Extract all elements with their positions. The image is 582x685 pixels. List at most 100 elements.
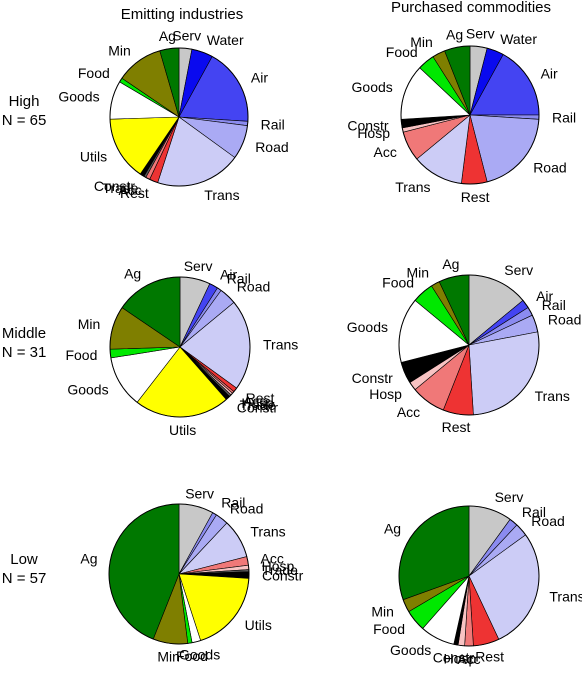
slice-label-acc: Acc: [243, 393, 266, 409]
slice-label-water: Water: [500, 31, 537, 47]
slice-label-rail: Rail: [227, 270, 251, 286]
slice-label-ag: Ag: [159, 28, 176, 44]
slice-label-utils: Utils: [169, 422, 196, 438]
slice-label-food: Food: [373, 621, 405, 637]
slice-label-rail: Rail: [522, 504, 546, 520]
row-n-high: N = 65: [2, 112, 47, 129]
slice-label-serv: Serv: [466, 26, 495, 42]
slice-label-hosp: Hosp: [241, 395, 274, 411]
pie-outline: [398, 505, 540, 647]
row-n-middle: N = 31: [2, 344, 47, 361]
slice-label-ag: Ag: [124, 266, 141, 282]
slice-label-min: Min: [108, 43, 131, 59]
slice-label-rest: Rest: [475, 648, 504, 664]
slice-label-hosp: Hosp: [444, 651, 477, 667]
slice-label-rest: Rest: [246, 390, 275, 406]
slice-label-acc: Acc: [397, 404, 420, 420]
slice-label-road: Road: [533, 159, 566, 175]
slice-label-road: Road: [548, 311, 581, 327]
slice-label-utils: Utils: [80, 149, 107, 165]
row-label-middle: Middle: [2, 325, 46, 342]
slice-label-trans: Trans: [549, 589, 582, 605]
slice-label-min: Min: [406, 264, 429, 280]
slice-label-acc: Acc: [118, 182, 141, 198]
slice-label-acc: Acc: [261, 550, 284, 566]
slice-label-food: Food: [65, 347, 97, 363]
slice-label-acc: Acc: [374, 144, 397, 160]
slice-label-ag: Ag: [446, 27, 463, 43]
slice-label-goods: Goods: [390, 642, 431, 658]
slice-label-min: Min: [157, 648, 180, 664]
slice-label-road: Road: [237, 279, 270, 295]
slice-label-ag: Ag: [80, 550, 97, 566]
slice-label-goods: Goods: [58, 89, 99, 105]
slice-label-road: Road: [230, 500, 263, 516]
slice-label-trans: Trans: [204, 187, 239, 203]
slice-label-trans: Trans: [263, 336, 298, 352]
slice-label-food: Food: [386, 44, 418, 60]
slice-label-air: Air: [541, 65, 558, 81]
slice-label-trade: Trade: [102, 180, 138, 196]
slice-label-food: Food: [176, 648, 208, 664]
pie-high-emitting: Serv Water Air Rail Road Trans RestAccTradeCon…: [58, 27, 288, 203]
pies-group: Serv WaterAirRailRoadTransRestAccTradeCon…: [58, 26, 582, 667]
slice-label-trans: Trans: [250, 524, 285, 540]
slice-label-acc: Acc: [457, 651, 480, 667]
row-label-high: High: [9, 93, 40, 110]
slice-label-air: Air: [220, 266, 237, 282]
slice-label-air: Air: [536, 288, 553, 304]
slice-label-rail: Rail: [552, 110, 576, 126]
slice-label-serv: Serv: [185, 486, 214, 502]
slice-label-rest: Rest: [120, 185, 149, 201]
slice-label-rail: Rail: [261, 117, 285, 133]
slice-label-constr: Constr: [433, 650, 475, 666]
column-title-emitting: Emitting industries: [121, 6, 244, 23]
slice-label-serv: Serv: [504, 262, 533, 278]
pie-outline: [400, 45, 540, 185]
slice-label-goods: Goods: [179, 646, 220, 662]
slice-label-food: Food: [382, 275, 414, 291]
pie-outline: [109, 47, 249, 187]
slice-label-hosp: Hosp: [369, 386, 402, 402]
slice-label-constr: Constr: [352, 370, 394, 386]
column-title-purchased: Purchased commodities: [391, 0, 551, 16]
slice-label-trans: Trans: [535, 388, 570, 404]
slice-label-trade: Trade: [240, 397, 276, 413]
slice-label-ag: Ag: [384, 520, 401, 536]
row-label-low: Low: [10, 551, 38, 568]
slice-trans: [468, 331, 540, 416]
slice-label-ag: Ag: [442, 256, 459, 272]
slice-label-rest: Rest: [461, 189, 490, 205]
slice-label-goods: Goods: [67, 381, 108, 397]
slice-label-road: Road: [255, 139, 288, 155]
slice-label-trans: Trans: [395, 179, 430, 195]
pie-outline: [109, 276, 251, 418]
slice-label-goods: Goods: [347, 319, 388, 335]
slice-label-serv: Serv: [495, 489, 524, 505]
slice-label-trade: Trade: [262, 562, 298, 578]
slice-label-hosp: Hosp: [262, 558, 295, 574]
slice-label-utils: Utils: [245, 617, 272, 633]
slice-label-constr: Constr: [262, 567, 304, 583]
slice-label-min: Min: [410, 34, 433, 50]
slice-label-air: Air: [251, 70, 268, 86]
slice-label-min: Min: [371, 603, 394, 619]
pie-outline: [108, 503, 250, 645]
pie-high-purchased: Serv Water Air Rail Road Rest Trans Acc HospCons…: [347, 26, 576, 205]
slice-label-hosp: Hosp: [357, 125, 390, 141]
slice-label-rail: Rail: [221, 495, 245, 511]
slice-label-constr: Constr: [94, 178, 136, 194]
slice-label-serv: Serv: [172, 27, 201, 43]
slice-label-constr: Constr: [237, 400, 279, 416]
pie-outline: [398, 274, 540, 416]
row-n-low: N = 57: [2, 570, 47, 587]
slice-label-rail: Rail: [542, 297, 566, 313]
slice-label-water: Water: [207, 32, 244, 48]
slice-label-min: Min: [78, 316, 101, 332]
slice-label-goods: Goods: [352, 79, 393, 95]
